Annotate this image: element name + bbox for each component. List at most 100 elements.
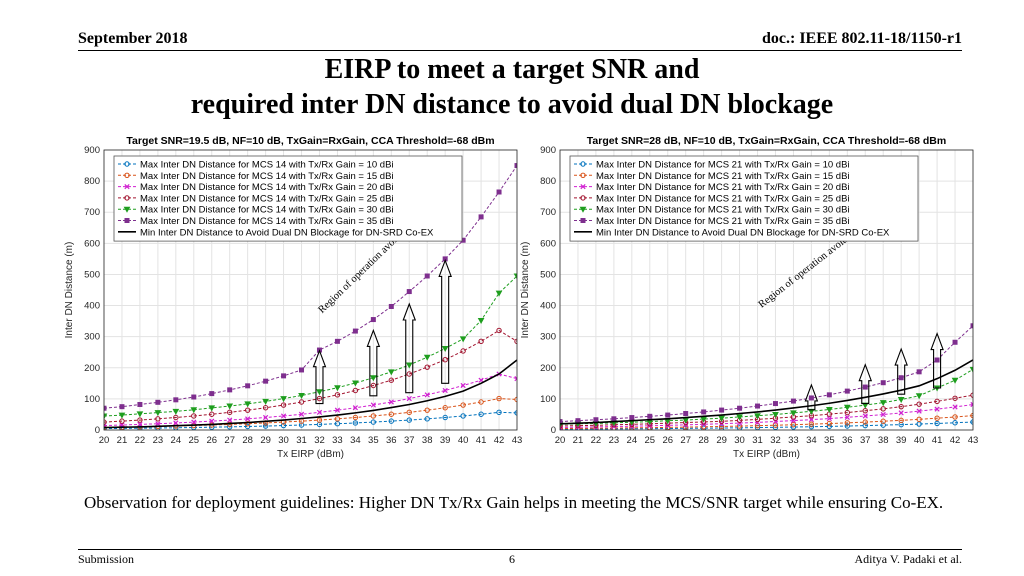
data-point: [299, 367, 305, 373]
data-point: [934, 415, 940, 421]
data-point: [227, 417, 233, 423]
x-tick-label: 20: [555, 435, 566, 446]
data-point: [880, 422, 886, 428]
data-point: [370, 413, 377, 419]
data-point: [844, 414, 850, 420]
data-point: [826, 392, 832, 398]
data-point: [173, 414, 179, 421]
x-tick-label: 31: [752, 435, 763, 446]
series-line: [104, 411, 517, 430]
y-tick-label: 300: [540, 332, 556, 343]
data-point: [478, 214, 484, 220]
y-tick-label: 100: [84, 394, 100, 405]
data-point: [898, 410, 904, 416]
data-point: [244, 421, 251, 427]
y-tick-label: 800: [540, 176, 556, 187]
data-point: [191, 394, 197, 400]
data-point: [459, 336, 467, 343]
data-point: [316, 389, 323, 396]
data-point: [916, 401, 922, 407]
x-tick-label: 41: [932, 435, 943, 446]
legend-entry: Min Inter DN Distance to Avoid Dual DN B…: [140, 227, 434, 238]
data-point: [825, 406, 833, 413]
region-arrow: [858, 363, 873, 405]
x-tick-label: 32: [770, 435, 781, 446]
data-point: [352, 420, 359, 426]
x-tick-label: 40: [914, 435, 925, 446]
y-tick-label: 400: [84, 301, 100, 312]
series-line: [104, 398, 517, 429]
y-tick-label: 400: [540, 301, 556, 312]
data-point: [934, 357, 940, 363]
data-point: [898, 375, 904, 381]
y-tick-label: 600: [540, 238, 556, 249]
x-tick-label: 22: [135, 435, 146, 446]
x-tick-label: 42: [950, 435, 961, 446]
data-point: [173, 397, 179, 403]
data-point: [879, 400, 887, 407]
series-line: [560, 368, 973, 425]
data-point: [245, 416, 251, 422]
legend-entry: Max Inter DN Distance for MCS 14 with Tx…: [140, 193, 394, 204]
legend-marker: [580, 183, 586, 190]
data-point: [898, 417, 904, 424]
data-point: [736, 425, 743, 430]
data-point: [629, 415, 635, 421]
x-tick-label: 40: [458, 435, 469, 446]
series-line: [104, 275, 517, 417]
legend-marker: [124, 218, 130, 223]
data-point: [442, 387, 448, 394]
data-point: [496, 189, 502, 195]
data-point: [423, 354, 431, 361]
data-point: [370, 419, 377, 425]
data-point: [952, 420, 958, 426]
data-point: [334, 407, 341, 413]
data-point: [898, 403, 904, 410]
data-point: [647, 413, 653, 419]
data-point: [209, 418, 215, 424]
x-tick-label: 31: [296, 435, 307, 446]
y-tick-label: 500: [84, 269, 100, 280]
data-point: [172, 408, 180, 415]
data-point: [388, 303, 394, 309]
data-point: [683, 411, 689, 417]
x-tick-label: 35: [368, 435, 379, 446]
data-point: [897, 397, 905, 404]
data-point: [352, 405, 359, 411]
x-tick-label: 24: [627, 435, 638, 446]
data-point: [952, 395, 958, 401]
slide-title: EIRP to meet a target SNR and required i…: [0, 52, 1024, 122]
data-point: [916, 369, 922, 375]
axes-frame: [103, 149, 518, 431]
x-tick-label: 33: [788, 435, 799, 446]
region-arrow: [930, 331, 944, 389]
y-tick-label: 100: [540, 394, 556, 405]
data-point: [772, 401, 778, 407]
data-point: [772, 411, 779, 418]
legend-entry: Max Inter DN Distance for MCS 14 with Tx…: [140, 216, 394, 227]
data-point: [370, 382, 377, 389]
x-tick-label: 22: [591, 435, 602, 446]
data-point: [280, 422, 287, 429]
data-point: [155, 421, 161, 427]
legend-marker: [579, 206, 587, 213]
x-tick-label: 25: [188, 435, 199, 446]
data-point: [227, 387, 233, 393]
data-point: [209, 411, 215, 417]
chart-title: Target SNR=19.5 dB, NF=10 dB, TxGain=RxG…: [126, 135, 494, 147]
data-point: [104, 413, 108, 420]
data-point: [514, 376, 517, 382]
data-point: [772, 422, 779, 428]
data-point: [369, 375, 377, 382]
y-tick-label: 700: [84, 207, 100, 218]
x-tick-label: 43: [512, 435, 523, 446]
data-point: [970, 401, 973, 408]
legend-marker: [124, 195, 130, 201]
data-point: [191, 413, 197, 419]
data-point: [154, 410, 162, 417]
data-point: [298, 392, 305, 399]
data-point: [173, 420, 179, 426]
footer-author: Aditya V. Padaki et al.: [854, 552, 962, 566]
x-tick-label: 34: [350, 435, 361, 446]
data-point: [460, 402, 466, 408]
